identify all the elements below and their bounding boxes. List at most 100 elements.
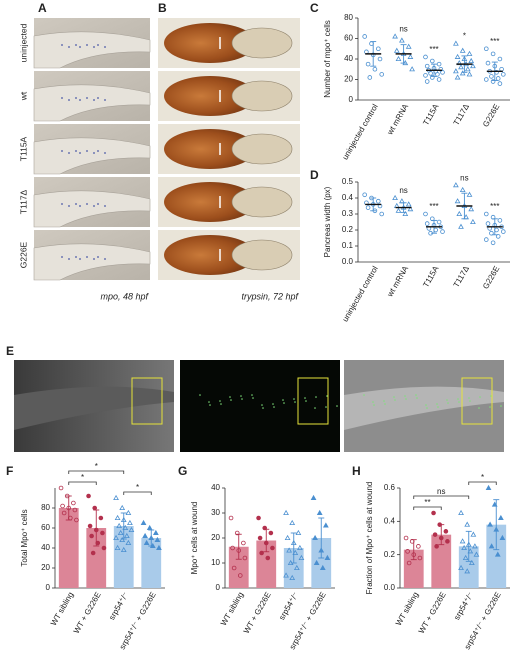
point [399, 37, 405, 43]
stain [86, 97, 88, 99]
x-tick-label: T117Δ [452, 264, 472, 289]
point [286, 547, 293, 553]
point [128, 526, 135, 532]
x-tick-label: WT sibling [49, 591, 75, 628]
cell [490, 395, 492, 397]
y-tick-label: 40 [344, 54, 353, 63]
point [453, 40, 459, 46]
point [488, 543, 495, 549]
cell [251, 394, 253, 396]
stain [86, 203, 88, 205]
point [453, 182, 459, 188]
stain [68, 258, 70, 260]
stain [68, 99, 70, 101]
cell [425, 404, 427, 406]
x-tick-label: WT + G226E [417, 591, 448, 636]
x-tick-label: WT sibling [394, 591, 420, 628]
y-axis-label: Pancreas width (px) [323, 186, 332, 257]
cell [282, 399, 284, 401]
stain [93, 99, 95, 101]
embryo [164, 235, 256, 275]
point [473, 551, 480, 557]
significance: * [95, 462, 98, 471]
point [74, 517, 79, 523]
bracket [123, 491, 152, 495]
point [71, 500, 76, 506]
point [257, 535, 263, 541]
point [409, 66, 415, 72]
stain [75, 256, 77, 258]
stain [97, 203, 99, 205]
point [101, 545, 107, 551]
larva [33, 190, 151, 228]
x-tick-label: srp54⁺/⁻ [107, 591, 130, 622]
yolk [231, 186, 293, 218]
point [470, 531, 477, 537]
y-axis-label: Mpo⁺ cells at wound [190, 502, 199, 575]
stain [104, 46, 106, 48]
cell [252, 397, 254, 399]
point [458, 223, 464, 229]
significance: * [81, 473, 84, 482]
yolk [231, 239, 293, 271]
panel-letter: G [178, 464, 187, 478]
cell [326, 395, 328, 397]
panel-letter: H [352, 464, 361, 478]
point [154, 536, 161, 542]
caption: trypsin, 72 hpf [241, 291, 299, 301]
embryo [164, 129, 256, 169]
roi [461, 377, 493, 425]
cell [478, 407, 480, 409]
cell [393, 396, 395, 398]
stain [97, 150, 99, 152]
point [100, 530, 105, 536]
point [298, 554, 305, 560]
point [379, 211, 385, 217]
point [319, 564, 326, 570]
x-tick-label: WT sibling [219, 591, 245, 628]
cell [426, 407, 428, 409]
significance: ns [399, 186, 407, 195]
larva [33, 137, 151, 175]
x-tick-label: G226E [481, 265, 501, 291]
point [468, 206, 475, 212]
y-axis-label: Fraction of Mpo⁺ cells at wound [365, 482, 374, 595]
cell [293, 398, 295, 400]
larva [33, 84, 151, 122]
point [454, 53, 461, 59]
point [435, 72, 440, 77]
bar [141, 538, 162, 588]
point [116, 522, 123, 528]
point [117, 529, 124, 535]
point [237, 573, 243, 578]
cell [489, 406, 491, 408]
point [428, 71, 433, 76]
point [407, 53, 414, 59]
stain [104, 152, 106, 154]
cell [219, 400, 221, 402]
point [461, 544, 468, 550]
stain [97, 44, 99, 46]
point [289, 574, 296, 580]
point [490, 79, 496, 84]
stain [79, 46, 81, 48]
point [423, 54, 428, 60]
stain [93, 46, 95, 48]
y-axis-label: Number of mpo⁺ cells [323, 20, 332, 98]
bar [86, 528, 107, 588]
point [376, 198, 381, 204]
cell [372, 401, 374, 403]
stain [104, 258, 106, 260]
point [242, 555, 248, 561]
panel-letter: A [38, 1, 47, 15]
point [395, 55, 402, 61]
stain [86, 256, 88, 258]
y-tick-label: 40 [211, 483, 220, 492]
point [490, 51, 496, 57]
point [483, 237, 489, 242]
point [268, 530, 274, 536]
y-tick-label: 60 [41, 523, 50, 532]
point [119, 536, 126, 542]
point [454, 198, 461, 204]
panel-letter: E [6, 344, 14, 358]
